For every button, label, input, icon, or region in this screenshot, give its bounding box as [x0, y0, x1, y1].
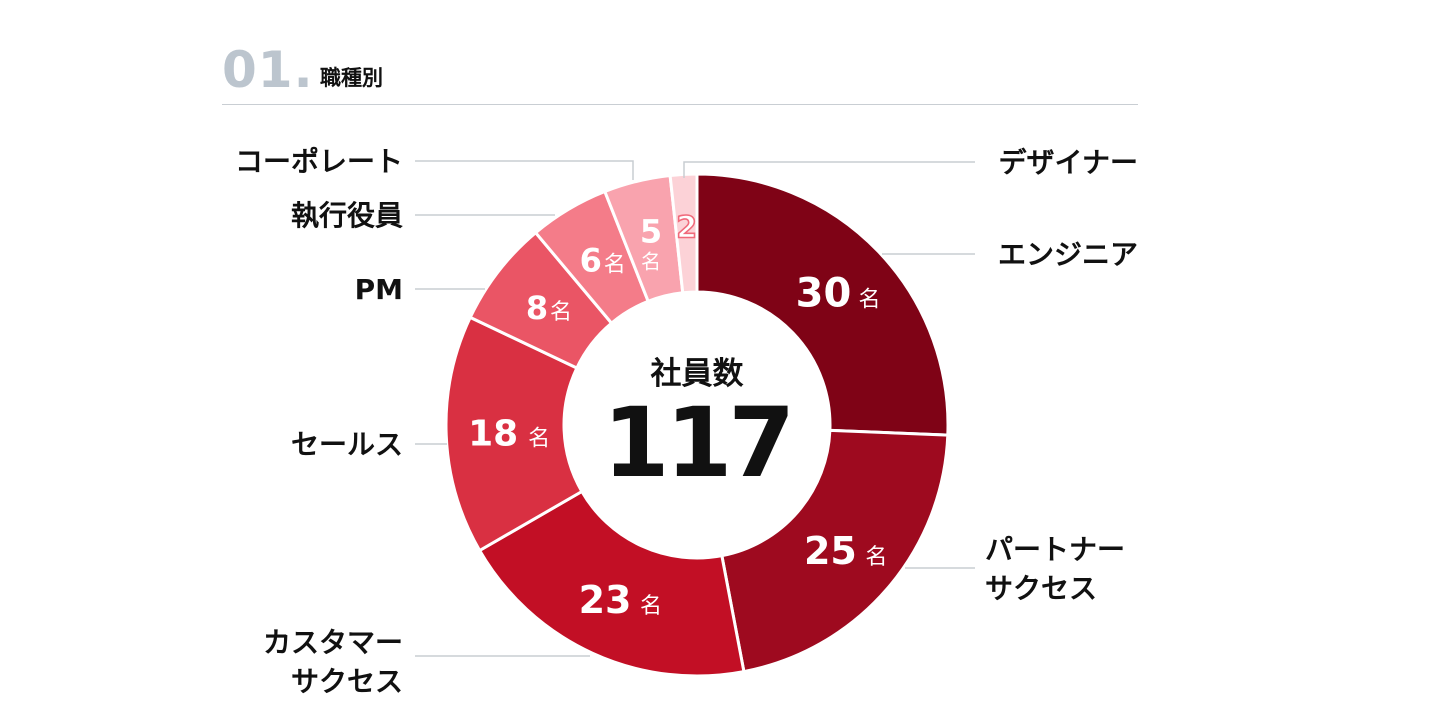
category-label-パートナーサクセス: サクセス	[985, 572, 1097, 605]
slice-value-unit: 名	[641, 250, 661, 274]
leader-line-コーポレート	[415, 160, 634, 180]
donut-slices	[444, 172, 950, 678]
slice-value-エンジニア: 30 名	[796, 270, 881, 316]
category-label-デザイナー: デザイナー	[999, 146, 1138, 179]
slice-value-デザイナー: 2	[675, 209, 697, 246]
slice-value-セールス: 18 名	[468, 414, 550, 455]
slice-value-number: 18	[468, 414, 518, 455]
donut-slice-デザイナー	[668, 172, 699, 295]
slice-value-unit: 名	[865, 545, 887, 570]
slice-value-number: 5	[640, 213, 662, 251]
category-label-エンジニア: エンジニア	[998, 238, 1138, 271]
category-label-カスタマーサクセス: カスタマー	[263, 626, 403, 659]
slice-value-unit: 名	[604, 253, 626, 278]
slice-value-unit: 名	[858, 287, 880, 312]
slice-value-unit: 名	[528, 427, 550, 452]
leader-line-デザイナー	[683, 161, 975, 178]
slice-value-カスタマーサクセス: 23 名	[579, 578, 662, 622]
center-value: 117	[603, 387, 791, 499]
leader-lines	[415, 160, 975, 657]
slice-value-number: 25	[804, 529, 857, 573]
slice-value-unit: 名	[640, 594, 662, 619]
center-label: 社員数	[651, 356, 744, 392]
section-header: 01. 職種別	[222, 38, 1138, 105]
slice-value-パートナーサクセス: 25 名	[804, 529, 887, 573]
category-labels: エンジニアパートナーサクセスカスタマーサクセスセールスPM執行役員コーポレートデ…	[235, 145, 1138, 698]
slice-value-number: 2	[676, 210, 697, 245]
category-label-セールス: セールス	[291, 428, 403, 461]
donut-slice-パートナーサクセス	[720, 428, 950, 674]
slice-value-number: 8	[526, 289, 548, 327]
section-number: 01.	[222, 41, 314, 99]
slice-value-number: 23	[579, 578, 632, 622]
category-label-PM: PM	[355, 273, 403, 306]
slice-value-コーポレート: 5名	[640, 213, 662, 274]
slice-value-number: 6	[580, 242, 602, 280]
section-title: 職種別	[320, 66, 383, 90]
slice-value-number: 30	[796, 270, 852, 316]
category-label-コーポレート: コーポレート	[235, 145, 403, 178]
category-label-パートナーサクセス: パートナー	[985, 533, 1125, 566]
category-label-執行役員: 執行役員	[291, 199, 403, 232]
donut-slice-セールス	[444, 315, 584, 553]
donut-slice-カスタマーサクセス	[477, 489, 746, 678]
category-label-カスタマーサクセス: サクセス	[291, 665, 403, 698]
donut-slice-エンジニア	[695, 172, 950, 437]
slice-value-unit: 名	[550, 300, 572, 325]
